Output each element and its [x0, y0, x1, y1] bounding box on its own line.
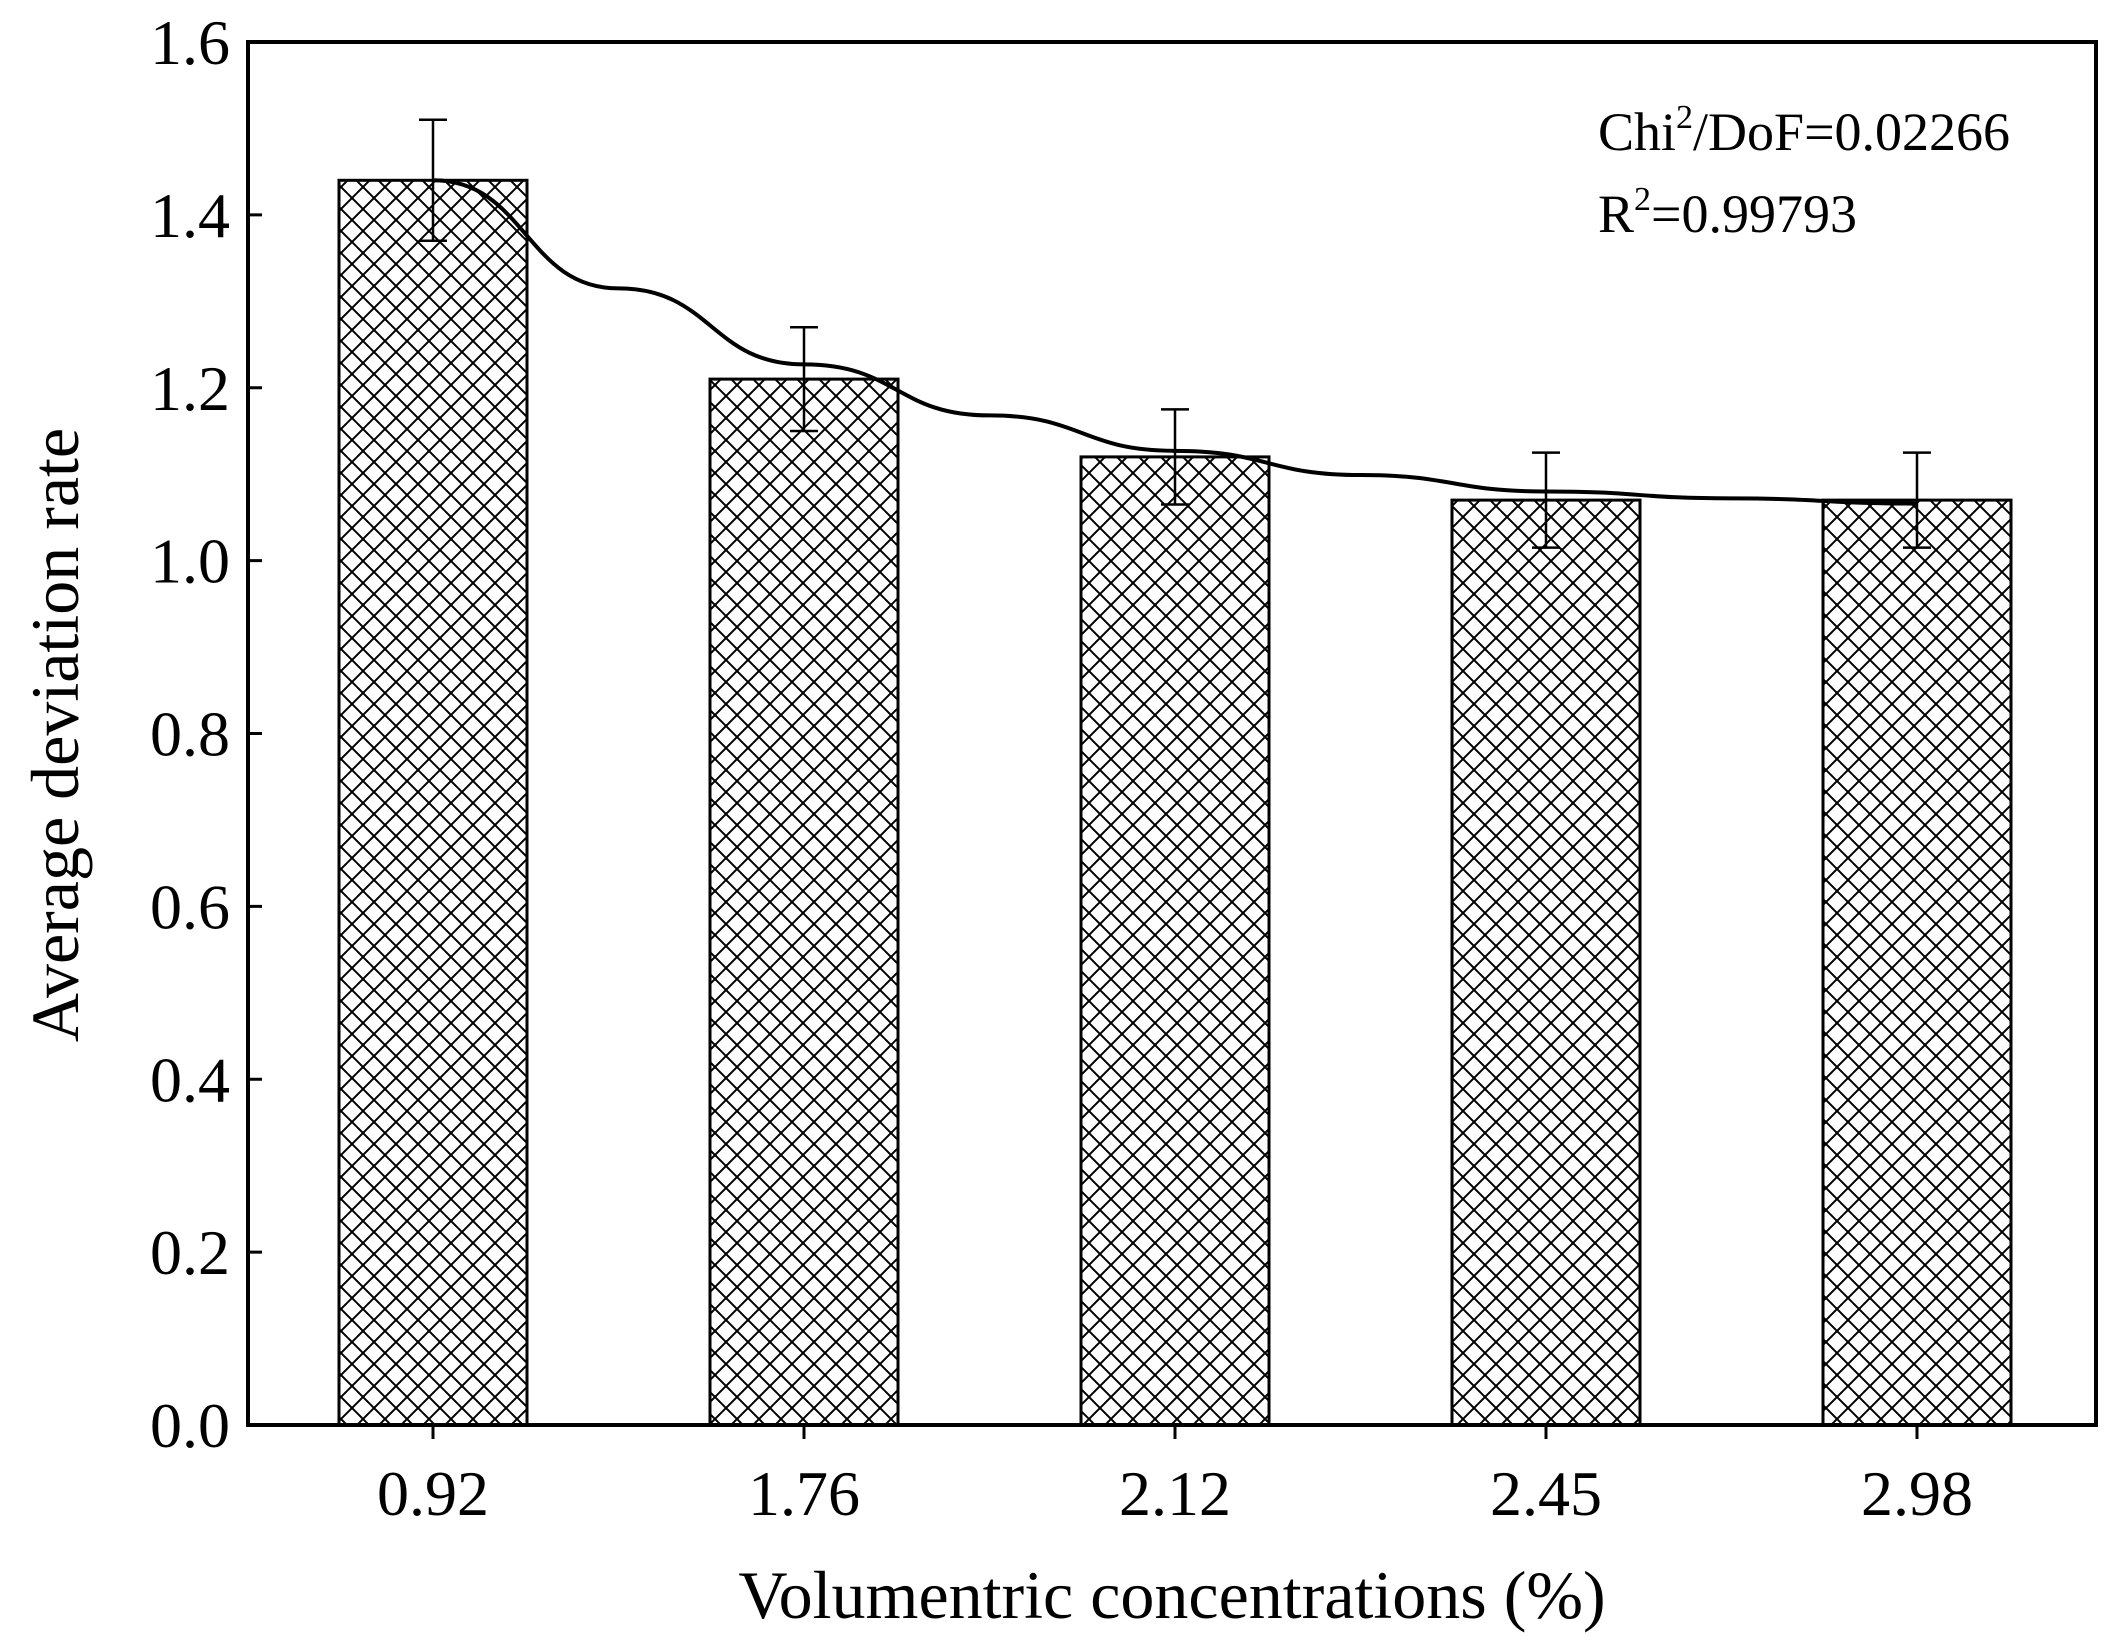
x-tick-label-4: 2.98: [1861, 1458, 1973, 1529]
y-tick-label-5: 1.0: [150, 526, 230, 597]
annotation-chi-dof: Chi2/DoF=0.02266: [1598, 99, 2010, 162]
x-tick-label-0: 0.92: [377, 1458, 489, 1529]
y-tick-label-7: 1.4: [150, 180, 230, 251]
y-tick-label-0: 0.0: [150, 1390, 230, 1461]
y-axis-ticks: 0.0 0.2 0.4 0.6 0.8 1.0 1.2 1.4 1.6: [150, 7, 262, 1461]
y-axis-title: Average deviation rate: [17, 428, 93, 1042]
bar-1: [708, 377, 900, 1427]
y-tick-label-3: 0.6: [150, 871, 230, 942]
fit-curve: [432, 178, 1918, 506]
x-axis-ticks: 0.92 1.76 2.12 2.45 2.98: [377, 1425, 1973, 1529]
bar-4: [1821, 498, 2013, 1427]
error-bars-group: [419, 118, 1931, 549]
bars-group: [337, 178, 2013, 1427]
bar-2: [1079, 455, 1271, 1427]
x-tick-label-1: 1.76: [748, 1458, 860, 1529]
annotation-r-squared: R2=0.99793: [1598, 181, 1857, 244]
bar-3: [1450, 498, 1642, 1427]
x-tick-label-3: 2.45: [1490, 1458, 1602, 1529]
y-tick-label-4: 0.8: [150, 699, 230, 770]
y-tick-label-6: 1.2: [150, 353, 230, 424]
y-tick-label-2: 0.4: [150, 1044, 230, 1115]
fit-curve-group: [432, 178, 1918, 506]
y-tick-label-1: 0.2: [150, 1217, 230, 1288]
x-axis-title: Volumentric concentrations (%): [738, 1557, 1605, 1633]
bar-0: [337, 178, 529, 1427]
y-tick-label-8: 1.6: [150, 7, 230, 78]
x-tick-label-2: 2.12: [1119, 1458, 1231, 1529]
